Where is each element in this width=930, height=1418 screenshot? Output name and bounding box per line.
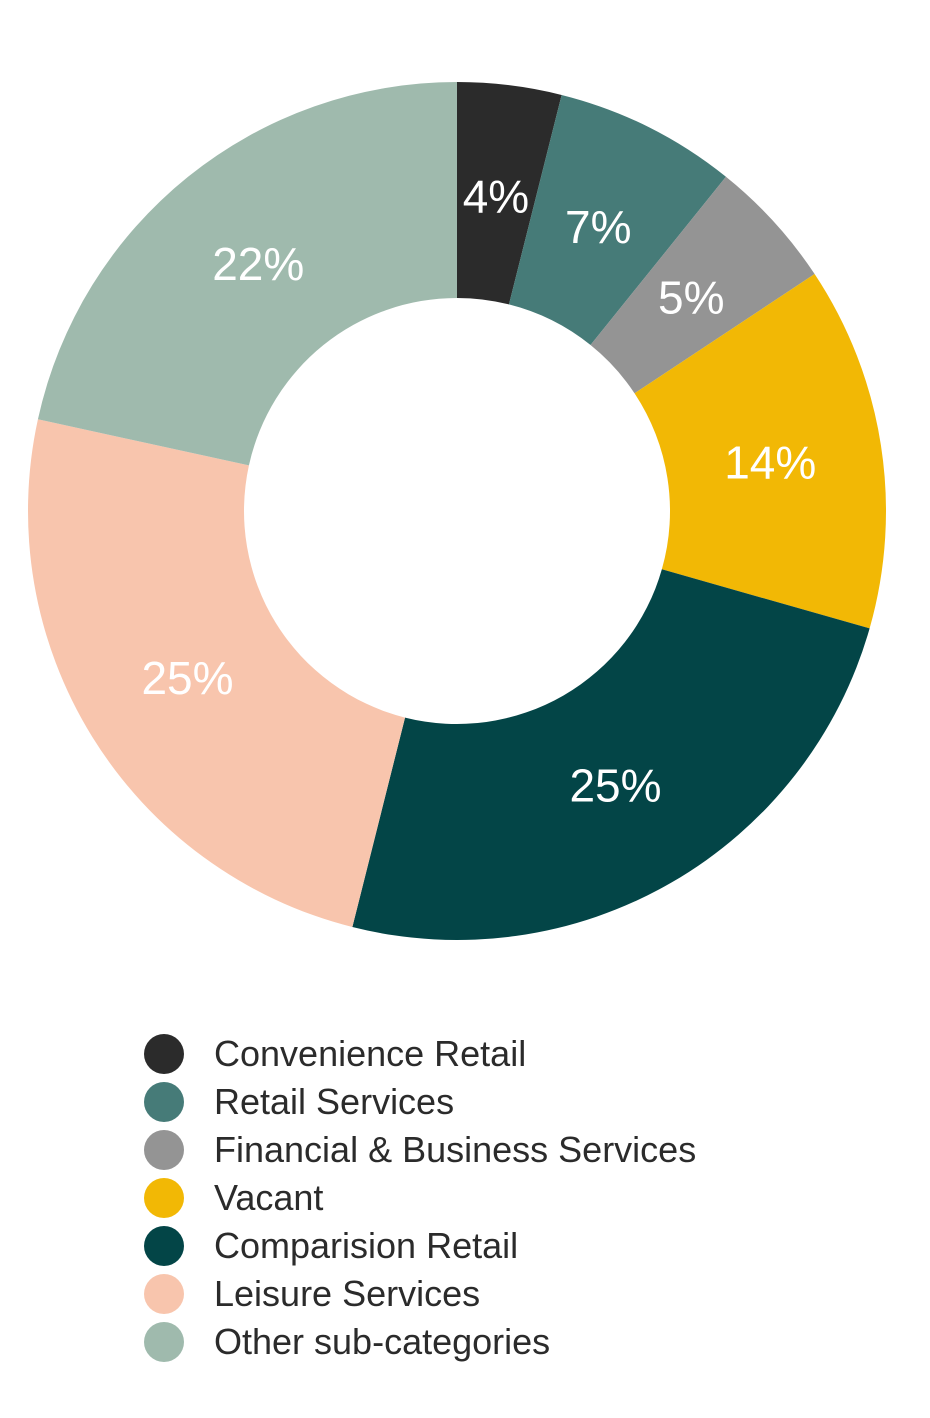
legend-swatch: [144, 1130, 184, 1170]
legend-item-convenience-retail: Convenience Retail: [144, 1030, 696, 1078]
legend-label: Convenience Retail: [214, 1033, 527, 1074]
slice-labels: 4% 7% 5% 14% 25% 25% 22%: [141, 170, 816, 811]
slice-financial-and-business-services: [590, 176, 815, 394]
donut-chart: 4% 7% 5% 14% 25% 25% 22%: [27, 82, 887, 941]
legend-label: Financial & Business Services: [214, 1129, 697, 1170]
legend-item-comparision-retail: Comparision Retail: [144, 1222, 696, 1270]
legend-label: Leisure Services: [214, 1273, 481, 1314]
slice-other-sub-categories: [37, 82, 458, 466]
legend-label: Comparision Retail: [214, 1225, 519, 1266]
donut-slices: [27, 82, 887, 941]
slice-label-retail-services: 7%: [565, 201, 631, 253]
legend-swatch: [144, 1274, 184, 1314]
slice-label-vacant: 14%: [724, 436, 816, 488]
slice-comparision-retail: [352, 569, 870, 941]
legend-item-financial-and-business-services: Financial & Business Services: [144, 1126, 696, 1174]
legend-swatch: [144, 1082, 184, 1122]
legend-swatch: [144, 1322, 184, 1362]
slice-convenience-retail: [457, 82, 562, 305]
legend-item-leisure-services: Leisure Services: [144, 1270, 696, 1318]
slice-vacant: [634, 274, 887, 629]
slice-label-financial-and-business-services: 5%: [658, 271, 724, 323]
slice-label-convenience-retail: 4%: [463, 170, 529, 222]
slice-label-comparision-retail: 25%: [569, 760, 661, 812]
slice-leisure-services: [27, 419, 406, 928]
legend-label: Retail Services: [214, 1081, 455, 1122]
legend-item-vacant: Vacant: [144, 1174, 696, 1222]
slice-label-other-sub-categories: 22%: [212, 238, 304, 290]
legend-item-other-sub-categories: Other sub-categories: [144, 1318, 696, 1366]
legend-label: Other sub-categories: [214, 1321, 551, 1362]
legend-label: Vacant: [214, 1177, 324, 1218]
chart-legend: Convenience Retail Retail Services Financi…: [144, 1030, 696, 1366]
slice-label-leisure-services: 25%: [141, 652, 233, 704]
legend-swatch: [144, 1034, 184, 1074]
legend-swatch: [144, 1178, 184, 1218]
legend-item-retail-services: Retail Services: [144, 1078, 696, 1126]
legend-swatch: [144, 1226, 184, 1266]
slice-retail-services: [508, 94, 726, 346]
